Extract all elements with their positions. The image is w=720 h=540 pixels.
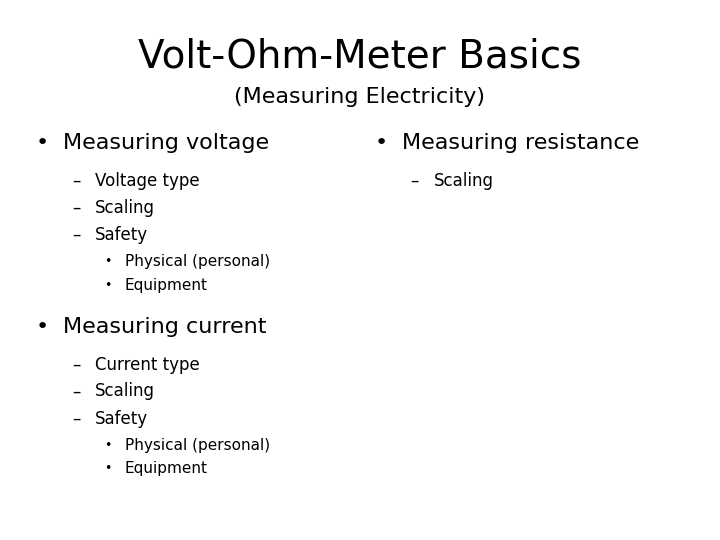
Text: Scaling: Scaling [95, 199, 155, 217]
Text: •: • [104, 279, 112, 292]
Text: Safety: Safety [95, 409, 148, 428]
Text: Scaling: Scaling [433, 172, 493, 190]
Text: Safety: Safety [95, 226, 148, 244]
Text: –: – [72, 382, 81, 401]
Text: Physical (personal): Physical (personal) [125, 254, 270, 269]
Text: •: • [374, 133, 387, 153]
Text: •: • [36, 133, 49, 153]
Text: Volt-Ohm-Meter Basics: Volt-Ohm-Meter Basics [138, 38, 582, 76]
Text: –: – [72, 199, 81, 217]
Text: (Measuring Electricity): (Measuring Electricity) [235, 87, 485, 107]
Text: Measuring resistance: Measuring resistance [402, 133, 639, 153]
Text: •: • [104, 462, 112, 475]
Text: Equipment: Equipment [125, 461, 207, 476]
Text: Equipment: Equipment [125, 278, 207, 293]
Text: –: – [410, 172, 419, 190]
Text: –: – [72, 409, 81, 428]
Text: •: • [104, 255, 112, 268]
Text: Scaling: Scaling [95, 382, 155, 401]
Text: •: • [104, 439, 112, 452]
Text: Current type: Current type [95, 355, 199, 374]
Text: •: • [36, 316, 49, 337]
Text: Voltage type: Voltage type [95, 172, 199, 190]
Text: Measuring voltage: Measuring voltage [63, 133, 269, 153]
Text: Measuring current: Measuring current [63, 316, 267, 337]
Text: Physical (personal): Physical (personal) [125, 438, 270, 453]
Text: –: – [72, 355, 81, 374]
Text: –: – [72, 172, 81, 190]
Text: –: – [72, 226, 81, 244]
